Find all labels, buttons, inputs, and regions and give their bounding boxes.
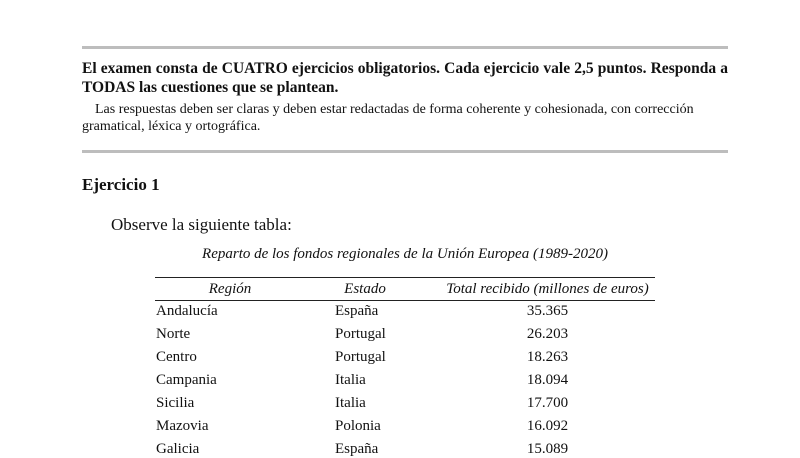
- text-cell: España: [335, 303, 379, 319]
- prompt: Observe la siguiente tabla:: [111, 215, 292, 234]
- column-header: Estado: [344, 281, 386, 297]
- amount-cell: 18.263: [526, 349, 569, 365]
- exercise-title: Ejercicio 1: [82, 175, 160, 194]
- amount-cell: 16.092: [526, 418, 569, 434]
- column-header: Región: [208, 281, 252, 297]
- instructions: El examen consta de CUATRO ejercicios ob…: [82, 60, 728, 96]
- text-cell: Italia: [335, 395, 366, 411]
- text-cell: Norte: [156, 326, 191, 342]
- text-cell: Italia: [335, 372, 366, 388]
- text-cell: Portugal: [335, 349, 386, 365]
- text-cell: Polonia: [335, 418, 381, 434]
- amount-cell: 18.094: [526, 372, 569, 388]
- table-rule: [155, 300, 655, 301]
- table-caption: Reparto de los fondos regionales de la U…: [202, 246, 608, 262]
- rule: [82, 46, 728, 49]
- text-cell: Sicilia: [156, 395, 195, 411]
- text-cell: Mazovia: [156, 418, 209, 434]
- table-rule: [155, 277, 655, 278]
- text-cell: Centro: [156, 349, 197, 365]
- amount-cell: 35.365: [526, 303, 569, 319]
- amount-cell: 17.700: [526, 395, 569, 411]
- text-cell: Portugal: [335, 326, 386, 342]
- text-cell: Campania: [156, 372, 217, 388]
- rule: [82, 150, 728, 153]
- amount-cell: 26.203: [526, 326, 569, 342]
- text-cell: Andalucía: [156, 303, 218, 319]
- note: Las respuestas deben ser claras y deben …: [82, 102, 694, 134]
- column-header: Total recibido (millones de euros): [446, 281, 649, 297]
